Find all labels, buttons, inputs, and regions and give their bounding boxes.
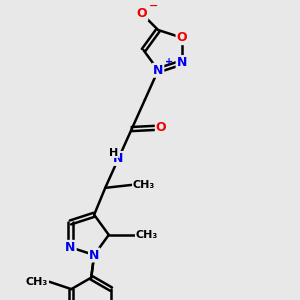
Text: O: O <box>137 7 147 20</box>
Text: +: + <box>165 57 173 67</box>
Text: CH₃: CH₃ <box>26 277 48 287</box>
Text: CH₃: CH₃ <box>136 230 158 240</box>
Text: O: O <box>176 31 187 44</box>
Text: N: N <box>89 248 99 262</box>
Text: N: N <box>65 241 76 254</box>
Text: −: − <box>148 1 158 10</box>
Text: O: O <box>156 121 167 134</box>
Text: N: N <box>153 64 163 77</box>
Text: N: N <box>177 56 187 69</box>
Text: H: H <box>109 148 118 158</box>
Text: N: N <box>113 152 124 165</box>
Text: CH₃: CH₃ <box>133 180 155 190</box>
